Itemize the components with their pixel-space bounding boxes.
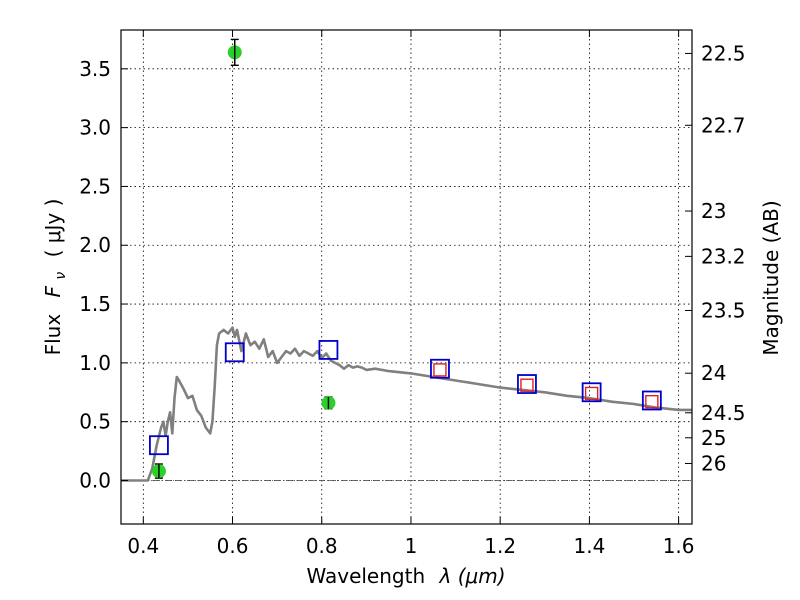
x-tick-label: 1.6 [663,534,695,558]
model-photometry-marker [224,342,245,363]
y-tick-label: 1.5 [79,292,111,316]
y2-tick-label: 24.5 [701,401,746,425]
y-axis-label-subscript: ν [53,272,69,280]
x-tick-label: 1 [405,534,418,558]
y2-tick-label: 23.5 [701,298,746,322]
y-tick-label: 2.5 [79,174,111,198]
grid [121,30,692,524]
model-photometry-marker [149,435,169,456]
y-tick-label: 0.0 [79,468,111,492]
y-axis-label: Flux F ν ( μJy ) [41,199,70,356]
x-axis-label-text: Wavelength [306,564,425,588]
y-tick-label: 2.0 [79,233,111,257]
axes: 0.4 0.6 0.8 1 1.2 1.4 1.6 0.0 0.5 1.0 1.5 2.0 2.5 3.0… [79,30,746,558]
model-photometry-marker [581,382,602,403]
y2-tick-label: 25 [701,426,726,450]
model-spectrum-line [121,326,692,482]
y-axis-label-symbol: F [41,285,65,297]
y2-tick-label: 26 [701,451,726,475]
x-tick-label: 0.8 [306,534,338,558]
x-tick-label: 1.4 [573,534,605,558]
model-photometry-marker [517,374,537,394]
observed-square-marker [433,363,447,377]
y-tick-label: 3.0 [79,116,111,140]
x-tick-label: 0.4 [127,534,159,558]
observed-square-marker [645,394,659,409]
x-tick-label: 1.2 [484,534,516,558]
x-axis-label: Wavelength λ (μm) [306,564,505,588]
y-tick-label: 1.0 [79,351,111,375]
y2-axis-label: Magnitude (AB) [759,200,783,355]
y-axis-label-unit: ( μJy ) [41,199,65,258]
observed-square-marker [520,378,534,392]
x-axis-label-symbol: λ (μm) [439,564,506,588]
observed-square-marker [584,386,599,401]
plot-frame [120,29,693,525]
model-photometry-marker [318,340,339,360]
y2-tick-label: 23 [701,199,726,223]
x-tick-label: 0.6 [217,534,249,558]
model-photometry-marker [430,358,450,379]
y2-tick-label: 23.2 [701,244,746,268]
y2-tick-label: 22.5 [701,41,746,65]
model-photometry-marker [641,390,662,411]
y-tick-label: 3.5 [79,57,111,81]
y2-tick-label: 22.7 [701,113,746,137]
y-tick-label: 0.5 [79,410,111,434]
y-axis-label-text: Flux [41,314,65,356]
y2-tick-label: 24 [701,361,726,385]
plot-series [121,38,692,482]
